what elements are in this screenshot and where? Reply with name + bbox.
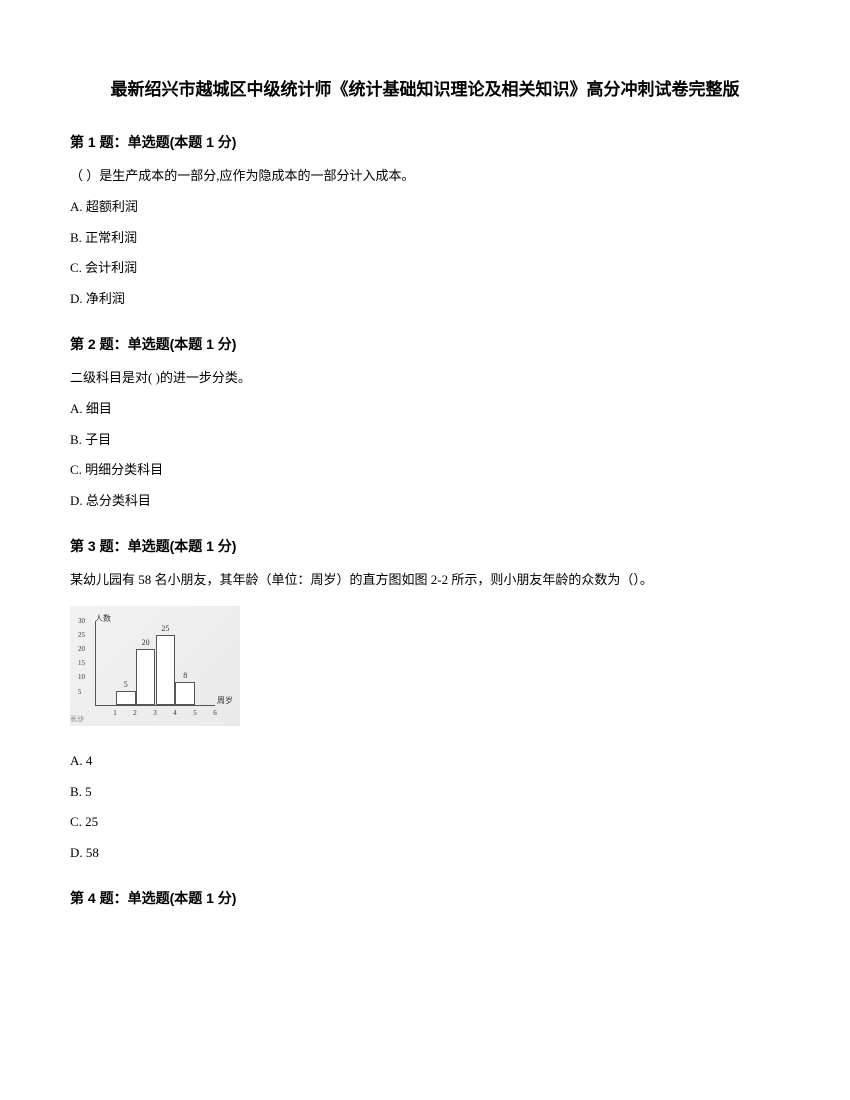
question-1-option-d: D. 净利润 [70, 289, 780, 310]
question-3-header: 第 3 题：单选题(本题 1 分) [70, 536, 780, 556]
question-1: 第 1 题：单选题(本题 1 分) （ ）是生产成本的一部分,应作为隐成本的一部… [70, 132, 780, 310]
histogram-watermark: 长沙 [70, 714, 84, 724]
question-3-text: 某幼儿园有 58 名小朋友，其年龄（单位：周岁）的直方图如图 2-2 所示，则小… [70, 570, 780, 591]
y-tick: 25 [78, 631, 231, 639]
x-tick: 6 [213, 709, 217, 717]
y-tick: 5 [78, 688, 231, 696]
question-1-header: 第 1 题：单选题(本题 1 分) [70, 132, 780, 152]
question-1-option-b: B. 正常利润 [70, 228, 780, 249]
question-3-option-c: C. 25 [70, 812, 780, 833]
question-2-text: 二级科目是对( )的进一步分类。 [70, 368, 780, 389]
question-2-option-a: A. 细目 [70, 399, 780, 420]
question-1-option-a: A. 超额利润 [70, 197, 780, 218]
x-tick: 5 [193, 709, 197, 717]
question-3-option-b: B. 5 [70, 782, 780, 803]
x-tick: 2 [133, 709, 137, 717]
y-tick: 30 [78, 617, 231, 625]
page-title: 最新绍兴市越城区中级统计师《统计基础知识理论及相关知识》高分冲刺试卷完整版 [70, 75, 780, 100]
question-2-option-b: B. 子目 [70, 430, 780, 451]
question-3: 第 3 题：单选题(本题 1 分) 某幼儿园有 58 名小朋友，其年龄（单位：周… [70, 536, 780, 864]
x-axis-label: 周岁 [217, 695, 233, 706]
y-tick: 10 [78, 673, 231, 681]
x-tick: 3 [153, 709, 157, 717]
question-1-text: （ ）是生产成本的一部分,应作为隐成本的一部分计入成本。 [70, 166, 780, 187]
question-3-option-d: D. 58 [70, 843, 780, 864]
histogram-figure: 人数 周岁 520258 123456 51015202530 长沙 [70, 606, 240, 726]
question-4-header: 第 4 题：单选题(本题 1 分) [70, 888, 780, 908]
question-2: 第 2 题：单选题(本题 1 分) 二级科目是对( )的进一步分类。 A. 细目… [70, 334, 780, 512]
y-tick: 15 [78, 659, 231, 667]
question-2-option-d: D. 总分类科目 [70, 491, 780, 512]
question-1-option-c: C. 会计利润 [70, 258, 780, 279]
y-tick: 20 [78, 645, 231, 653]
question-2-header: 第 2 题：单选题(本题 1 分) [70, 334, 780, 354]
x-tick: 1 [113, 709, 117, 717]
question-3-option-a: A. 4 [70, 751, 780, 772]
question-4: 第 4 题：单选题(本题 1 分) [70, 888, 780, 908]
question-2-option-c: C. 明细分类科目 [70, 460, 780, 481]
x-tick: 4 [173, 709, 177, 717]
